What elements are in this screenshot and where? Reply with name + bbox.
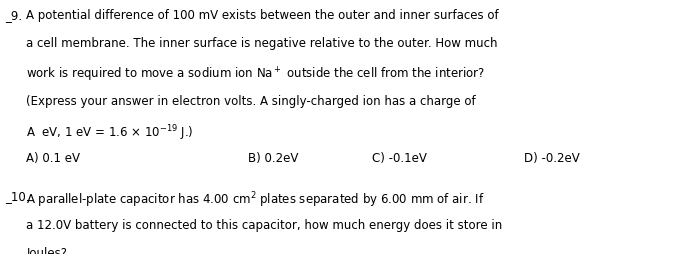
Text: _10.: _10. [6,189,30,202]
Text: a 12.0V battery is connected to this capacitor, how much energy does it store in: a 12.0V battery is connected to this cap… [26,218,502,231]
Text: _9.: _9. [6,9,23,22]
Text: D) -0.2eV: D) -0.2eV [524,151,579,164]
Text: A potential difference of 100 mV exists between the outer and inner surfaces of: A potential difference of 100 mV exists … [26,9,499,22]
Text: A) 0.1 eV: A) 0.1 eV [26,151,80,164]
Text: (Express your answer in electron volts. A singly-charged ion has a charge of: (Express your answer in electron volts. … [26,94,476,107]
Text: A parallel-plate capacitor has 4.00 cm$^2$ plates separated by 6.00 mm of air. I: A parallel-plate capacitor has 4.00 cm$^… [26,189,484,209]
Text: C) -0.1eV: C) -0.1eV [372,151,427,164]
Text: A  eV, 1 eV = 1.6 × 10$^{-19}$ J.): A eV, 1 eV = 1.6 × 10$^{-19}$ J.) [26,123,194,142]
Text: B) 0.2eV: B) 0.2eV [248,151,298,164]
Text: work is required to move a sodium ion Na$^+$ outside the cell from the interior?: work is required to move a sodium ion Na… [26,66,485,84]
Text: a cell membrane. The inner surface is negative relative to the outer. How much: a cell membrane. The inner surface is ne… [26,37,497,50]
Text: Joules?: Joules? [26,246,68,254]
